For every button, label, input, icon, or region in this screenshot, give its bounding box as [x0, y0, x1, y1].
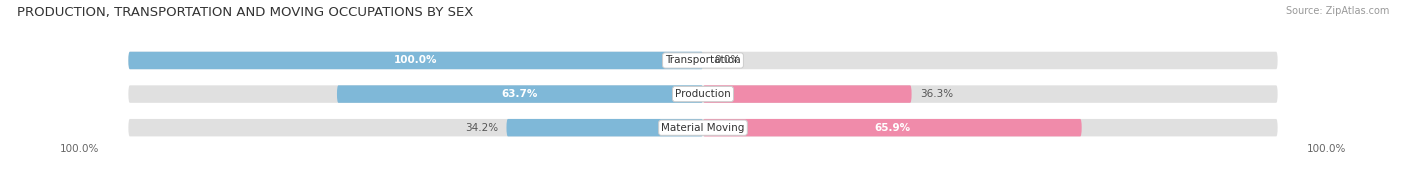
FancyBboxPatch shape — [128, 52, 1278, 69]
Legend: Male, Female: Male, Female — [645, 194, 761, 196]
FancyBboxPatch shape — [128, 52, 703, 69]
Text: Source: ZipAtlas.com: Source: ZipAtlas.com — [1285, 6, 1389, 16]
FancyBboxPatch shape — [506, 119, 703, 136]
Text: 100.0%: 100.0% — [59, 143, 98, 153]
FancyBboxPatch shape — [337, 85, 703, 103]
Text: 100.0%: 100.0% — [1308, 143, 1347, 153]
Text: 100.0%: 100.0% — [394, 55, 437, 65]
Text: Transportation: Transportation — [665, 55, 741, 65]
Text: Production: Production — [675, 89, 731, 99]
FancyBboxPatch shape — [128, 85, 1278, 103]
Text: 65.9%: 65.9% — [875, 123, 911, 133]
FancyBboxPatch shape — [703, 85, 911, 103]
Text: Material Moving: Material Moving — [661, 123, 745, 133]
FancyBboxPatch shape — [128, 119, 1278, 136]
Text: 34.2%: 34.2% — [465, 123, 498, 133]
FancyBboxPatch shape — [703, 119, 1081, 136]
Text: 36.3%: 36.3% — [920, 89, 953, 99]
Text: 63.7%: 63.7% — [502, 89, 538, 99]
Text: PRODUCTION, TRANSPORTATION AND MOVING OCCUPATIONS BY SEX: PRODUCTION, TRANSPORTATION AND MOVING OC… — [17, 6, 474, 19]
Text: 0.0%: 0.0% — [714, 55, 741, 65]
